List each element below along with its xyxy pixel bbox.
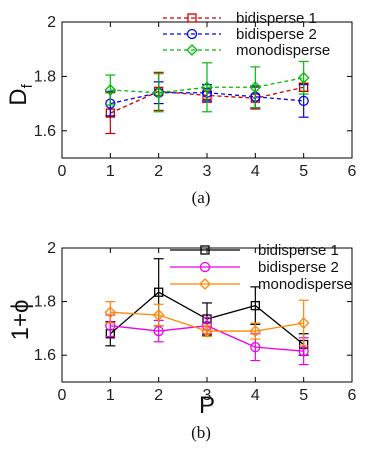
legend-marker xyxy=(199,261,211,273)
data-point xyxy=(154,287,164,297)
legend-label: bidisperse 2 xyxy=(258,259,339,276)
y-tick-label: 2 xyxy=(47,14,56,31)
legend-entry: bidisperse 1 xyxy=(163,10,317,27)
legend-label: bidisperse 1 xyxy=(258,242,339,259)
x-tick-label: 6 xyxy=(348,163,357,180)
data-point xyxy=(201,325,213,337)
x-tick-label: 6 xyxy=(348,387,357,404)
y-tick-label: 2 xyxy=(47,240,56,257)
legend-marker xyxy=(186,28,198,40)
series-line xyxy=(110,92,304,105)
x-tick-label: 3 xyxy=(203,163,212,180)
x-tick-label: 0 xyxy=(58,163,67,180)
y-tick-label: 1.8 xyxy=(34,294,56,311)
legend-marker xyxy=(186,44,198,56)
data-point xyxy=(249,81,262,94)
data-point xyxy=(152,309,165,321)
data-point xyxy=(104,84,117,96)
series-monodisperse xyxy=(104,299,310,347)
y-tick-label: 1.8 xyxy=(34,68,56,85)
panel-caption: (a) xyxy=(192,188,211,207)
x-tick-label: 1 xyxy=(106,163,115,180)
series-line xyxy=(110,77,304,94)
legend-entry: monodisperse xyxy=(163,42,330,59)
legend-marker xyxy=(187,13,197,23)
series-monodisperse xyxy=(104,60,310,113)
data-point xyxy=(152,86,165,99)
x-tick-label: 0 xyxy=(58,387,67,404)
x-tick-label: 4 xyxy=(251,163,260,180)
data-point xyxy=(298,346,309,357)
y-tick-label: 1.6 xyxy=(34,123,56,140)
panel-caption: (b) xyxy=(191,423,211,442)
x-tick-label: 3 xyxy=(203,387,212,404)
data-point xyxy=(201,81,213,94)
legend-entry: bidisperse 2 xyxy=(163,26,317,43)
data-point xyxy=(250,342,261,353)
legend-marker xyxy=(200,245,210,255)
y-axis-label: 1+ϕ xyxy=(7,300,34,341)
data-point xyxy=(249,325,262,337)
x-tick-label: 5 xyxy=(299,387,308,404)
legend-entry: bidisperse 2 xyxy=(170,259,339,276)
legend-label: bidisperse 1 xyxy=(236,10,317,27)
x-tick-label: 2 xyxy=(154,387,163,404)
data-point xyxy=(153,325,164,337)
x-axis-label: P xyxy=(199,392,215,419)
legend-entry: monodisperse xyxy=(170,276,352,293)
legend-label: monodisperse xyxy=(258,276,352,293)
data-point xyxy=(250,300,260,311)
x-tick-label: 2 xyxy=(154,163,163,180)
data-point xyxy=(297,317,310,329)
x-tick-label: 1 xyxy=(106,387,115,404)
x-tick-label: 4 xyxy=(251,387,260,404)
series-bidisperse-2 xyxy=(105,314,309,366)
y-axis-label: Df xyxy=(5,83,36,105)
legend-label: bidisperse 2 xyxy=(236,26,317,43)
legend-marker xyxy=(199,278,211,290)
legend-entry: bidisperse 1 xyxy=(170,242,339,259)
x-tick-label: 5 xyxy=(299,163,308,180)
data-point xyxy=(298,95,309,107)
data-point xyxy=(297,71,310,84)
legend-label: monodisperse xyxy=(236,42,330,59)
y-tick-label: 1.6 xyxy=(34,347,56,364)
data-point xyxy=(104,306,117,319)
